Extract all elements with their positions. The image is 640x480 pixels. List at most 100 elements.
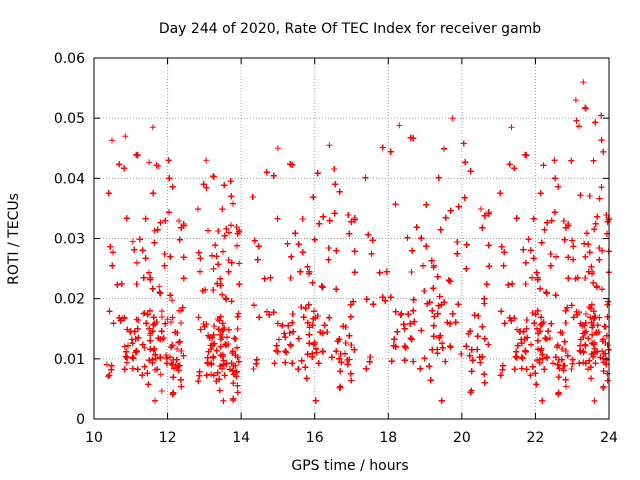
data-point (306, 324, 313, 331)
data-point (231, 335, 238, 342)
data-point (174, 346, 180, 352)
data-point (131, 246, 138, 253)
data-point (273, 342, 280, 349)
data-point (214, 280, 221, 287)
data-point (439, 340, 445, 347)
data-point (468, 346, 475, 353)
data-point (250, 366, 257, 372)
data-point (139, 372, 146, 379)
data-point (442, 358, 449, 365)
data-point (282, 348, 289, 355)
data-point (249, 194, 256, 200)
data-point (547, 262, 554, 269)
data-point (310, 194, 317, 201)
data-point (216, 317, 223, 324)
data-point (523, 317, 530, 323)
data-point (204, 359, 211, 366)
data-point (169, 297, 175, 304)
data-point (134, 152, 141, 159)
data-point (176, 236, 183, 243)
data-point (445, 277, 452, 284)
data-point (165, 157, 172, 164)
data-point (430, 322, 437, 329)
data-point (429, 307, 436, 314)
data-point (195, 206, 201, 213)
data-point (178, 307, 184, 314)
data-point (263, 169, 270, 176)
data-point (455, 301, 462, 308)
data-point (153, 319, 160, 325)
data-point (313, 349, 320, 356)
data-point (477, 359, 484, 366)
data-point (379, 144, 386, 151)
data-point (139, 247, 146, 254)
data-point (318, 283, 325, 290)
data-point (337, 383, 344, 390)
data-point (110, 249, 116, 256)
data-point (324, 329, 331, 335)
data-point (110, 320, 117, 327)
data-point (407, 335, 414, 342)
data-point (230, 380, 237, 387)
data-point (229, 348, 236, 355)
data-point (533, 381, 540, 388)
data-point (228, 259, 235, 266)
data-point (506, 161, 513, 168)
data-point (221, 232, 228, 239)
data-point (255, 243, 262, 250)
data-point (203, 184, 210, 191)
data-point (452, 319, 459, 326)
data-point (561, 236, 568, 243)
data-point (118, 280, 125, 287)
data-point (215, 228, 222, 234)
data-point (295, 366, 302, 373)
data-point (474, 346, 481, 353)
data-point (410, 307, 417, 314)
data-point (485, 242, 492, 249)
data-point (135, 317, 142, 323)
data-point (387, 148, 394, 155)
data-point (144, 311, 151, 318)
data-point (177, 376, 184, 383)
data-point (410, 296, 417, 303)
data-point (309, 322, 316, 329)
data-point (474, 333, 481, 340)
data-point (147, 307, 153, 314)
data-point (116, 314, 123, 321)
data-point (178, 320, 184, 326)
data-point (162, 320, 169, 327)
data-point (518, 336, 525, 343)
data-point (167, 354, 173, 361)
data-point (383, 268, 390, 275)
data-point (550, 360, 556, 367)
data-point (219, 320, 226, 327)
data-point (203, 372, 210, 379)
data-point (225, 257, 232, 263)
data-point (481, 295, 488, 302)
data-point (116, 161, 123, 168)
data-point (529, 274, 535, 281)
data-point (229, 367, 236, 374)
data-point (479, 323, 486, 330)
data-point (404, 234, 411, 241)
data-point (560, 218, 567, 224)
data-point (423, 243, 430, 250)
data-point (332, 181, 339, 188)
data-point (124, 354, 131, 361)
data-point (235, 358, 242, 365)
data-point (563, 383, 569, 390)
data-point (178, 383, 185, 390)
data-point (306, 340, 313, 347)
data-point (348, 342, 355, 348)
data-points (103, 79, 612, 404)
data-point (282, 334, 289, 341)
data-point (204, 354, 211, 361)
data-point (217, 275, 224, 282)
data-point (418, 327, 425, 334)
data-point (180, 275, 187, 282)
data-point (303, 375, 310, 382)
data-point (219, 206, 226, 213)
data-point (292, 230, 299, 237)
data-point (234, 313, 241, 320)
data-point (481, 371, 488, 378)
